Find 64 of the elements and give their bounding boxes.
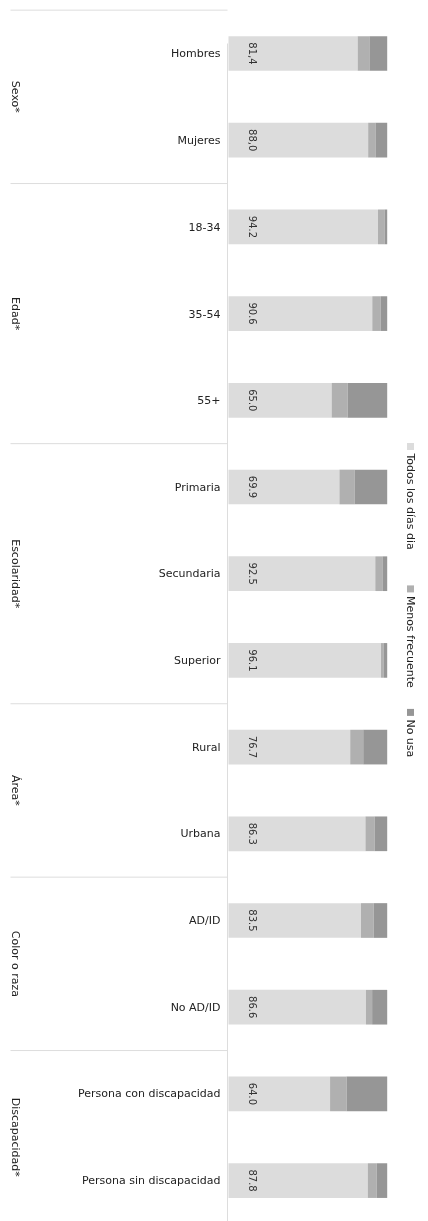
data-label: 83.5 bbox=[246, 909, 258, 932]
data-label: 94.2 bbox=[246, 215, 258, 239]
y-tick-label: Persona sin discapacidad bbox=[81, 1174, 221, 1188]
bar bbox=[372, 296, 381, 331]
y-tick-label: Mujeres bbox=[177, 133, 221, 147]
data-label: 65.0 bbox=[246, 389, 258, 412]
data-label: 64.0 bbox=[246, 1082, 258, 1106]
text: Edad* bbox=[9, 297, 22, 331]
y-tick-label: Rural bbox=[192, 740, 221, 754]
bar bbox=[382, 556, 388, 592]
data-label: 96.1 bbox=[246, 649, 258, 672]
y-tick-label: AD/ID bbox=[189, 914, 221, 927]
bar bbox=[368, 122, 376, 158]
bar bbox=[380, 296, 388, 331]
data-label: 81,4 bbox=[246, 42, 258, 65]
bar bbox=[373, 903, 388, 938]
bar bbox=[367, 1163, 377, 1198]
y-tick-label: Persona con discapacidad bbox=[77, 1087, 221, 1101]
bar bbox=[331, 382, 348, 418]
text: Área* bbox=[9, 775, 22, 807]
data-label: 86.6 bbox=[246, 996, 258, 1019]
text: Escolaridad* bbox=[9, 539, 22, 609]
text: Sexo* bbox=[9, 80, 22, 114]
bar bbox=[375, 556, 383, 592]
y-tick-label: No AD/ID bbox=[170, 1000, 221, 1014]
bar bbox=[372, 989, 388, 1025]
y-tick-label: 18-34 bbox=[188, 220, 221, 234]
bar bbox=[365, 816, 375, 852]
bar bbox=[347, 382, 388, 418]
y-tick-label: 35-54 bbox=[188, 307, 221, 321]
bar bbox=[354, 469, 388, 505]
bar bbox=[363, 729, 388, 765]
data-label: 88,0 bbox=[246, 129, 258, 152]
bar bbox=[383, 643, 388, 678]
bar bbox=[375, 122, 388, 158]
bar bbox=[365, 989, 373, 1025]
data-label: 87.8 bbox=[246, 1169, 258, 1192]
bar bbox=[378, 209, 385, 245]
bar bbox=[381, 643, 384, 678]
text: Color o raza bbox=[9, 930, 22, 997]
text: Discapacidad* bbox=[9, 1097, 22, 1178]
bar bbox=[357, 36, 370, 71]
bar bbox=[346, 1076, 388, 1112]
bar bbox=[361, 903, 374, 938]
legend-label: Todos los días dia bbox=[404, 452, 417, 550]
bar bbox=[369, 36, 388, 71]
data-label: 86.3 bbox=[246, 822, 258, 845]
bar bbox=[374, 816, 388, 852]
legend-label: Menos frecuente bbox=[404, 595, 417, 689]
bar bbox=[330, 1076, 347, 1112]
y-tick-label: Secundaria bbox=[158, 567, 221, 581]
data-label: 76.7 bbox=[246, 735, 258, 759]
legend-label: No usa bbox=[404, 719, 417, 758]
y-tick-label: 55+ bbox=[197, 394, 221, 408]
y-tick-label: Superior bbox=[173, 653, 221, 667]
y-tick-label: Hombres bbox=[171, 47, 221, 60]
data-label: 92.5 bbox=[246, 562, 258, 585]
y-tick-label: Urbana bbox=[180, 827, 221, 841]
bar bbox=[339, 469, 355, 505]
bar bbox=[376, 1163, 388, 1198]
bar bbox=[350, 729, 364, 765]
data-label: 69.9 bbox=[246, 475, 258, 499]
y-tick-label: Primaria bbox=[174, 480, 221, 494]
data-label: 90.6 bbox=[246, 302, 258, 325]
